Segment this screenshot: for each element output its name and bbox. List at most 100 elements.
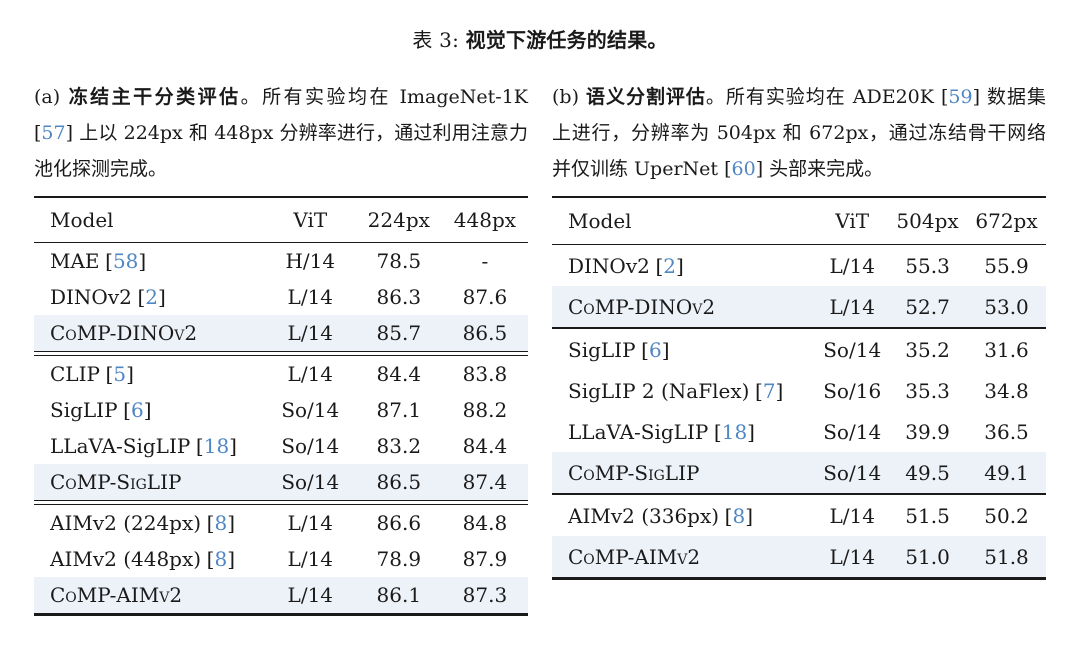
vit-cell: L/14 (264, 577, 356, 615)
group-separator-rule (34, 351, 528, 356)
table-row: AIMv2 (224px) [8] L/14 86.6 84.8 (34, 505, 528, 542)
citation-link[interactable]: 5 (113, 362, 127, 386)
model-cell: SigLIP [6] (34, 392, 265, 428)
table-row: SigLIP 2 (NaFlex) [7] So/16 35.3 34.8 (552, 370, 1046, 411)
model-cell: SigLIP [6] (552, 329, 816, 370)
table-title: 表 3: 视觉下游任务的结果。 (34, 24, 1046, 53)
model-cell: CLIP [5] (34, 356, 265, 393)
citation: [8] (207, 511, 235, 535)
header-row: Model ViT 224px 448px (34, 197, 528, 243)
model-name: CLIP (50, 362, 100, 386)
vit-cell: L/14 (264, 315, 356, 352)
citation-link[interactable]: 2 (145, 285, 158, 309)
group-separator (34, 500, 528, 505)
citation-link[interactable]: 60 (731, 158, 756, 180)
model-name: SigLIP 2 (NaFlex) (568, 378, 750, 403)
table-row: AIMv2 (448px) [8] L/14 78.9 87.9 (34, 541, 528, 577)
model-name: AIMv2 (448px) (50, 547, 202, 571)
citation-link[interactable]: 58 (112, 249, 139, 273)
score-504-cell: 51.5 (905, 503, 950, 528)
table-row-highlighted: CoMP-AIMv2 L/14 51.0 51.8 (552, 536, 1046, 579)
caption-a-bold: 冻结主干分类评估 (68, 86, 241, 108)
table-row-highlighted: CoMP-DINOv2 L/14 52.7 53.0 (552, 286, 1046, 328)
model-cell: CoMP-SigLIP (552, 452, 817, 494)
table-row: LLaVA-SigLIP [18] So/14 39.9 36.5 (552, 411, 1046, 452)
citation-link[interactable]: 7 (762, 378, 776, 403)
caption-b-text-1: 。所有实验均在 ADE20K (705, 86, 941, 108)
score-448-cell: 86.5 (441, 315, 528, 352)
bracket: [ (105, 249, 113, 273)
vit-cell: L/14 (287, 511, 334, 535)
bracket: [ (137, 285, 146, 309)
citation: [6] (641, 338, 669, 362)
model-cell: DINOv2 [2] (552, 245, 816, 287)
caption-b-text-2: 数据集上进行，分辨率为 504px 和 672px，通过冻结骨干网络并仅训练 U… (552, 86, 1046, 180)
citation: [18] (714, 420, 755, 444)
table-row-highlighted: CoMP-SigLIP So/14 86.5 87.4 (34, 464, 528, 501)
score-504-cell: 49.5 (888, 452, 968, 494)
citation-link[interactable]: 8 (732, 503, 746, 528)
caption-a-label: (a) (34, 86, 69, 108)
citation: [2] (655, 254, 683, 278)
model-cell: CoMP-DINOv2 (34, 315, 265, 352)
group-separator (34, 351, 528, 356)
col-header-vit: ViT (264, 197, 356, 243)
bracket: [ (641, 337, 649, 362)
score-448-cell: 84.4 (462, 434, 508, 458)
table-row: CLIP [5] L/14 84.4 83.8 (34, 356, 528, 393)
bracket: ] (126, 362, 134, 386)
table-row-highlighted: CoMP-DINOv2 L/14 85.7 86.5 (34, 315, 528, 352)
citation-link[interactable]: 6 (130, 398, 144, 422)
model-cell: LLaVA-SigLIP [18] (552, 411, 816, 452)
bracket: ] (972, 86, 981, 108)
bracket: ] (138, 249, 147, 273)
model-name: LLaVA-SigLIP (568, 419, 709, 444)
citation: [7] (755, 379, 783, 403)
col-header-448px: 448px (441, 197, 528, 243)
model-cell: CoMP-AIMv2 (34, 577, 265, 615)
vit-cell: L/14 (287, 362, 334, 386)
score-504-cell: 35.3 (905, 378, 950, 403)
vit-cell: L/14 (829, 253, 875, 278)
model-cell: CoMP-AIMv2 (552, 536, 817, 579)
model-name: SigLIP (568, 337, 636, 362)
bracket: ] (661, 337, 670, 362)
citation-link[interactable]: 8 (214, 547, 228, 571)
table-row: SigLIP [6] So/14 35.2 31.6 (552, 329, 1046, 370)
score-672-cell: 51.8 (967, 536, 1046, 579)
model-cell: AIMv2 (224px) [8] (34, 505, 265, 542)
classification-table-body: MAE [58] H/14 78.5 - DINOv2 [2] L/14 86.3 … (34, 243, 528, 615)
caption-b-label: (b) (552, 86, 587, 108)
model-name: MAE (50, 249, 100, 273)
citation-link[interactable]: 18 (721, 419, 748, 444)
col-header-vit: ViT (816, 197, 889, 245)
bracket: ] (745, 503, 754, 528)
segmentation-table-body: DINOv2 [2] L/14 55.3 55.9 CoMP-DINOv2 L/1… (552, 245, 1046, 579)
bracket: ] (158, 285, 166, 309)
bracket: ] (775, 378, 784, 403)
citation-link[interactable]: 18 (203, 434, 230, 458)
bracket: [ (105, 362, 114, 386)
bracket: ] (755, 158, 764, 180)
score-504-cell: 35.2 (905, 337, 950, 362)
vit-cell: So/14 (816, 452, 889, 494)
bracket: ] (676, 253, 684, 278)
citation-link[interactable]: 59 (948, 86, 973, 108)
col-header-504px: 504px (888, 197, 968, 245)
citation-link[interactable]: 57 (41, 122, 66, 144)
model-name: AIMv2 (224px) (50, 511, 202, 535)
table-row: LLaVA-SigLIP [18] So/14 83.2 84.4 (34, 428, 528, 464)
vit-cell: So/14 (823, 337, 882, 362)
vit-cell: So/14 (823, 419, 882, 444)
score-448-cell: 88.2 (462, 398, 508, 422)
model-cell: CoMP-SigLIP (34, 464, 265, 501)
caption-a-text-2: 上以 224px 和 448px 分辨率进行，通过利用注意力池化探测完成。 (34, 122, 528, 180)
bracket: [ (724, 503, 733, 528)
citation-link[interactable]: 2 (663, 253, 676, 278)
citation-link[interactable]: 8 (214, 511, 228, 535)
citation-link[interactable]: 6 (648, 337, 662, 362)
caption-b-text-3: 头部来完成。 (763, 158, 884, 180)
score-224-cell: 86.6 (376, 511, 422, 535)
bracket: [ (713, 419, 722, 444)
table-title-main: 视觉下游任务的结果。 (465, 28, 668, 52)
